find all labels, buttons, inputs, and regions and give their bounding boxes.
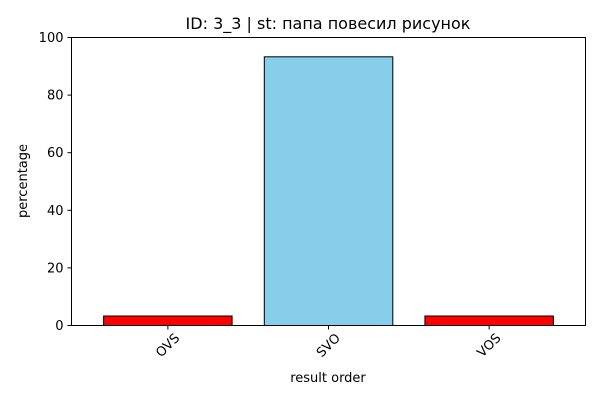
- bar-ovs: [103, 315, 233, 326]
- x-tick-label-vos: VOS: [475, 331, 505, 361]
- x-axis: OVS SVO VOS: [153, 325, 505, 361]
- bar-svo: [263, 56, 394, 327]
- y-tick-label: 100: [39, 31, 64, 46]
- x-axis-label: result order: [290, 371, 366, 386]
- x-tick-label-svo: SVO: [314, 331, 344, 361]
- y-tick-label: 0: [55, 319, 63, 334]
- y-tick-label: 60: [47, 146, 64, 161]
- y-axis: 0 20 40 60 80 100: [39, 31, 72, 334]
- y-tick-label: 40: [47, 204, 64, 219]
- y-axis-label: percentage: [16, 144, 31, 218]
- x-tick-label-ovs: OVS: [153, 331, 183, 361]
- y-tick-label: 20: [47, 261, 64, 276]
- chart-title: ID: 3_3 | st: папа повесил рисунок: [186, 14, 471, 34]
- bars-layer: [103, 56, 554, 327]
- bar-vos: [424, 315, 554, 326]
- y-tick-label: 80: [47, 89, 64, 104]
